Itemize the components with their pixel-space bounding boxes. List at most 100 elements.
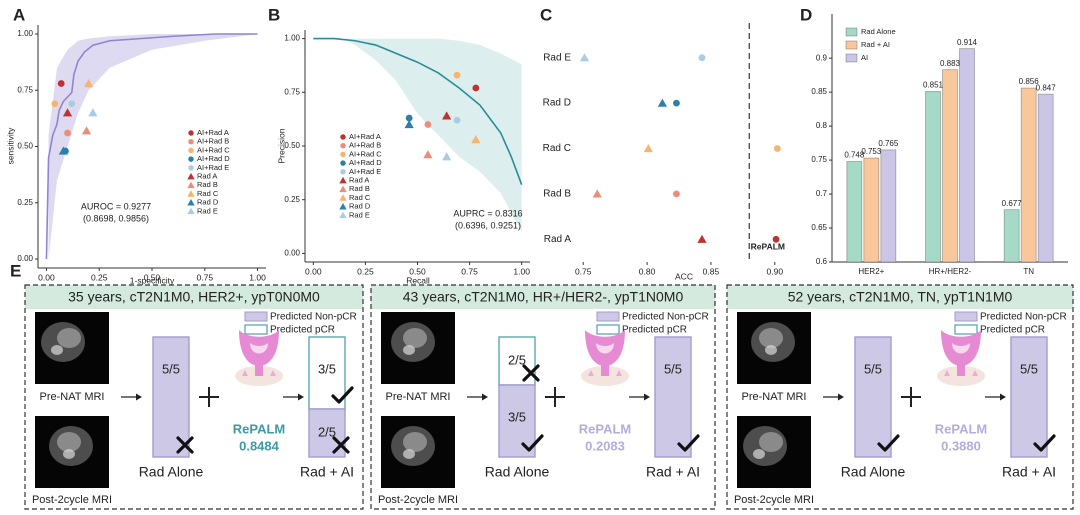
- fraction-label: 5/5: [162, 361, 180, 376]
- icon-inner: [952, 343, 970, 354]
- legend-label: Rad E: [349, 210, 370, 219]
- y-tick-label: 0.7: [816, 189, 828, 198]
- plus-sign: [901, 387, 921, 407]
- mri-tissue: [51, 345, 63, 355]
- case-title: 43 years, cT2N1M0, HR+/HER2-, ypT1N0M0: [403, 289, 684, 305]
- legend-label: AI+Rad D: [349, 158, 382, 167]
- y-tick-label: 0.50: [284, 141, 300, 150]
- check-mark: [1033, 434, 1056, 452]
- y-category-label: Rad C: [543, 143, 571, 154]
- model-icon: [937, 330, 985, 386]
- value-label: 0.883: [940, 59, 961, 68]
- x-tick-label: 1.00: [249, 272, 266, 282]
- plus-sign: [545, 387, 565, 407]
- bar: [959, 48, 975, 263]
- triangle-marker: [58, 146, 68, 155]
- x-tick-label: 0.85: [703, 266, 720, 276]
- triangle-marker: [187, 181, 195, 189]
- legend-swatch: [244, 324, 268, 335]
- value-label: 0.677: [1002, 199, 1023, 208]
- model-name: RePALM: [579, 421, 631, 436]
- panel-letter: B: [268, 5, 280, 24]
- check-mark: [677, 434, 700, 452]
- mri-tissue: [403, 345, 415, 355]
- bar: [846, 161, 863, 263]
- icon-inner: [596, 343, 614, 354]
- legend-label: Rad Alone: [861, 27, 896, 36]
- fraction-label: 5/5: [664, 361, 682, 376]
- x-tick-label: HR+/HER2-: [929, 267, 972, 276]
- triangle-marker: [442, 152, 452, 161]
- value-label: 0.847: [1036, 83, 1057, 92]
- circle-marker: [340, 169, 346, 175]
- legend-label: Predicted Non-pCR: [980, 312, 1067, 323]
- check-mark: [521, 434, 544, 452]
- reference-label: RePALM: [751, 241, 785, 251]
- y-tick-label: 0.00: [17, 254, 33, 263]
- model-icon: [581, 330, 629, 386]
- circle-marker: [773, 145, 781, 152]
- icon-drop: [588, 370, 622, 376]
- image-label: Pre-NAT MRI: [40, 391, 105, 403]
- legend-label: AI+Rad B: [349, 141, 381, 150]
- legend-swatch: [845, 27, 858, 37]
- legend-label: Rad D: [349, 202, 371, 211]
- arrow-head: [644, 393, 650, 401]
- icon-stem: [957, 360, 965, 376]
- bar: [925, 91, 941, 263]
- circle-marker: [340, 160, 346, 166]
- legend-label: AI: [861, 53, 868, 62]
- icon-drop: [944, 370, 978, 376]
- y-tick-label: 0.50: [17, 142, 33, 151]
- y-tick-label: 0.75: [17, 85, 33, 94]
- y-tick-label: 0.9: [816, 53, 828, 62]
- legend-label: AI+Rad E: [349, 167, 381, 176]
- mri-tissue: [765, 345, 777, 355]
- model-score: 0.8484: [239, 438, 280, 453]
- model-score: 0.3880: [941, 438, 981, 453]
- y-tick-label: 0.8: [816, 121, 828, 130]
- mri-tissue: [403, 432, 427, 452]
- x-tick-label: 0.90: [767, 266, 784, 276]
- mri-tissue: [759, 328, 783, 348]
- triangle-marker: [339, 203, 347, 210]
- arrow-head: [298, 393, 304, 401]
- triangle-marker: [187, 190, 195, 197]
- circle-marker: [188, 165, 194, 171]
- model-score: 0.2083: [585, 438, 625, 453]
- image-label: Post-2cycle MRI: [378, 494, 458, 506]
- mri-tissue: [57, 328, 81, 348]
- value-label: 0.765: [878, 139, 899, 148]
- curve: [313, 37, 523, 185]
- y-tick-label: 0.75: [811, 155, 827, 164]
- fraction-label: 3/5: [318, 361, 336, 376]
- case-title: 52 years, cT2N1M0, TN, ypT1N1M0: [788, 289, 1013, 305]
- annotation: (0.6396, 0.9251): [455, 220, 521, 230]
- panel-letter: A: [13, 5, 25, 24]
- y-axis-label: Precision: [276, 128, 286, 163]
- triangle-marker: [643, 144, 653, 153]
- triangle-marker: [339, 211, 347, 219]
- y-tick-label: 0.00: [284, 249, 300, 258]
- fraction-label: 5/5: [864, 361, 882, 376]
- y-category-label: Rad D: [543, 98, 571, 109]
- triangle-marker: [657, 98, 667, 107]
- legend-label: AI+Rad A: [197, 128, 229, 137]
- circle-marker: [64, 129, 71, 137]
- circle-marker: [68, 100, 76, 108]
- circle-marker: [340, 142, 346, 149]
- column-label: Rad + AI: [300, 464, 354, 480]
- y-tick-label: 1.00: [17, 29, 33, 38]
- case-header: [371, 285, 715, 309]
- non-pcr-segment: [654, 336, 692, 458]
- bar: [863, 157, 880, 263]
- x-tick-label: 0.25: [91, 272, 108, 282]
- triangle-marker: [339, 176, 347, 184]
- x-tick-label: 1.00: [513, 266, 530, 276]
- mri-tissue: [403, 449, 415, 459]
- model-name: RePALM: [935, 421, 987, 436]
- fraction-label: 3/5: [508, 409, 526, 424]
- fraction-label: 5/5: [1020, 361, 1038, 376]
- panel-letter: C: [540, 5, 552, 24]
